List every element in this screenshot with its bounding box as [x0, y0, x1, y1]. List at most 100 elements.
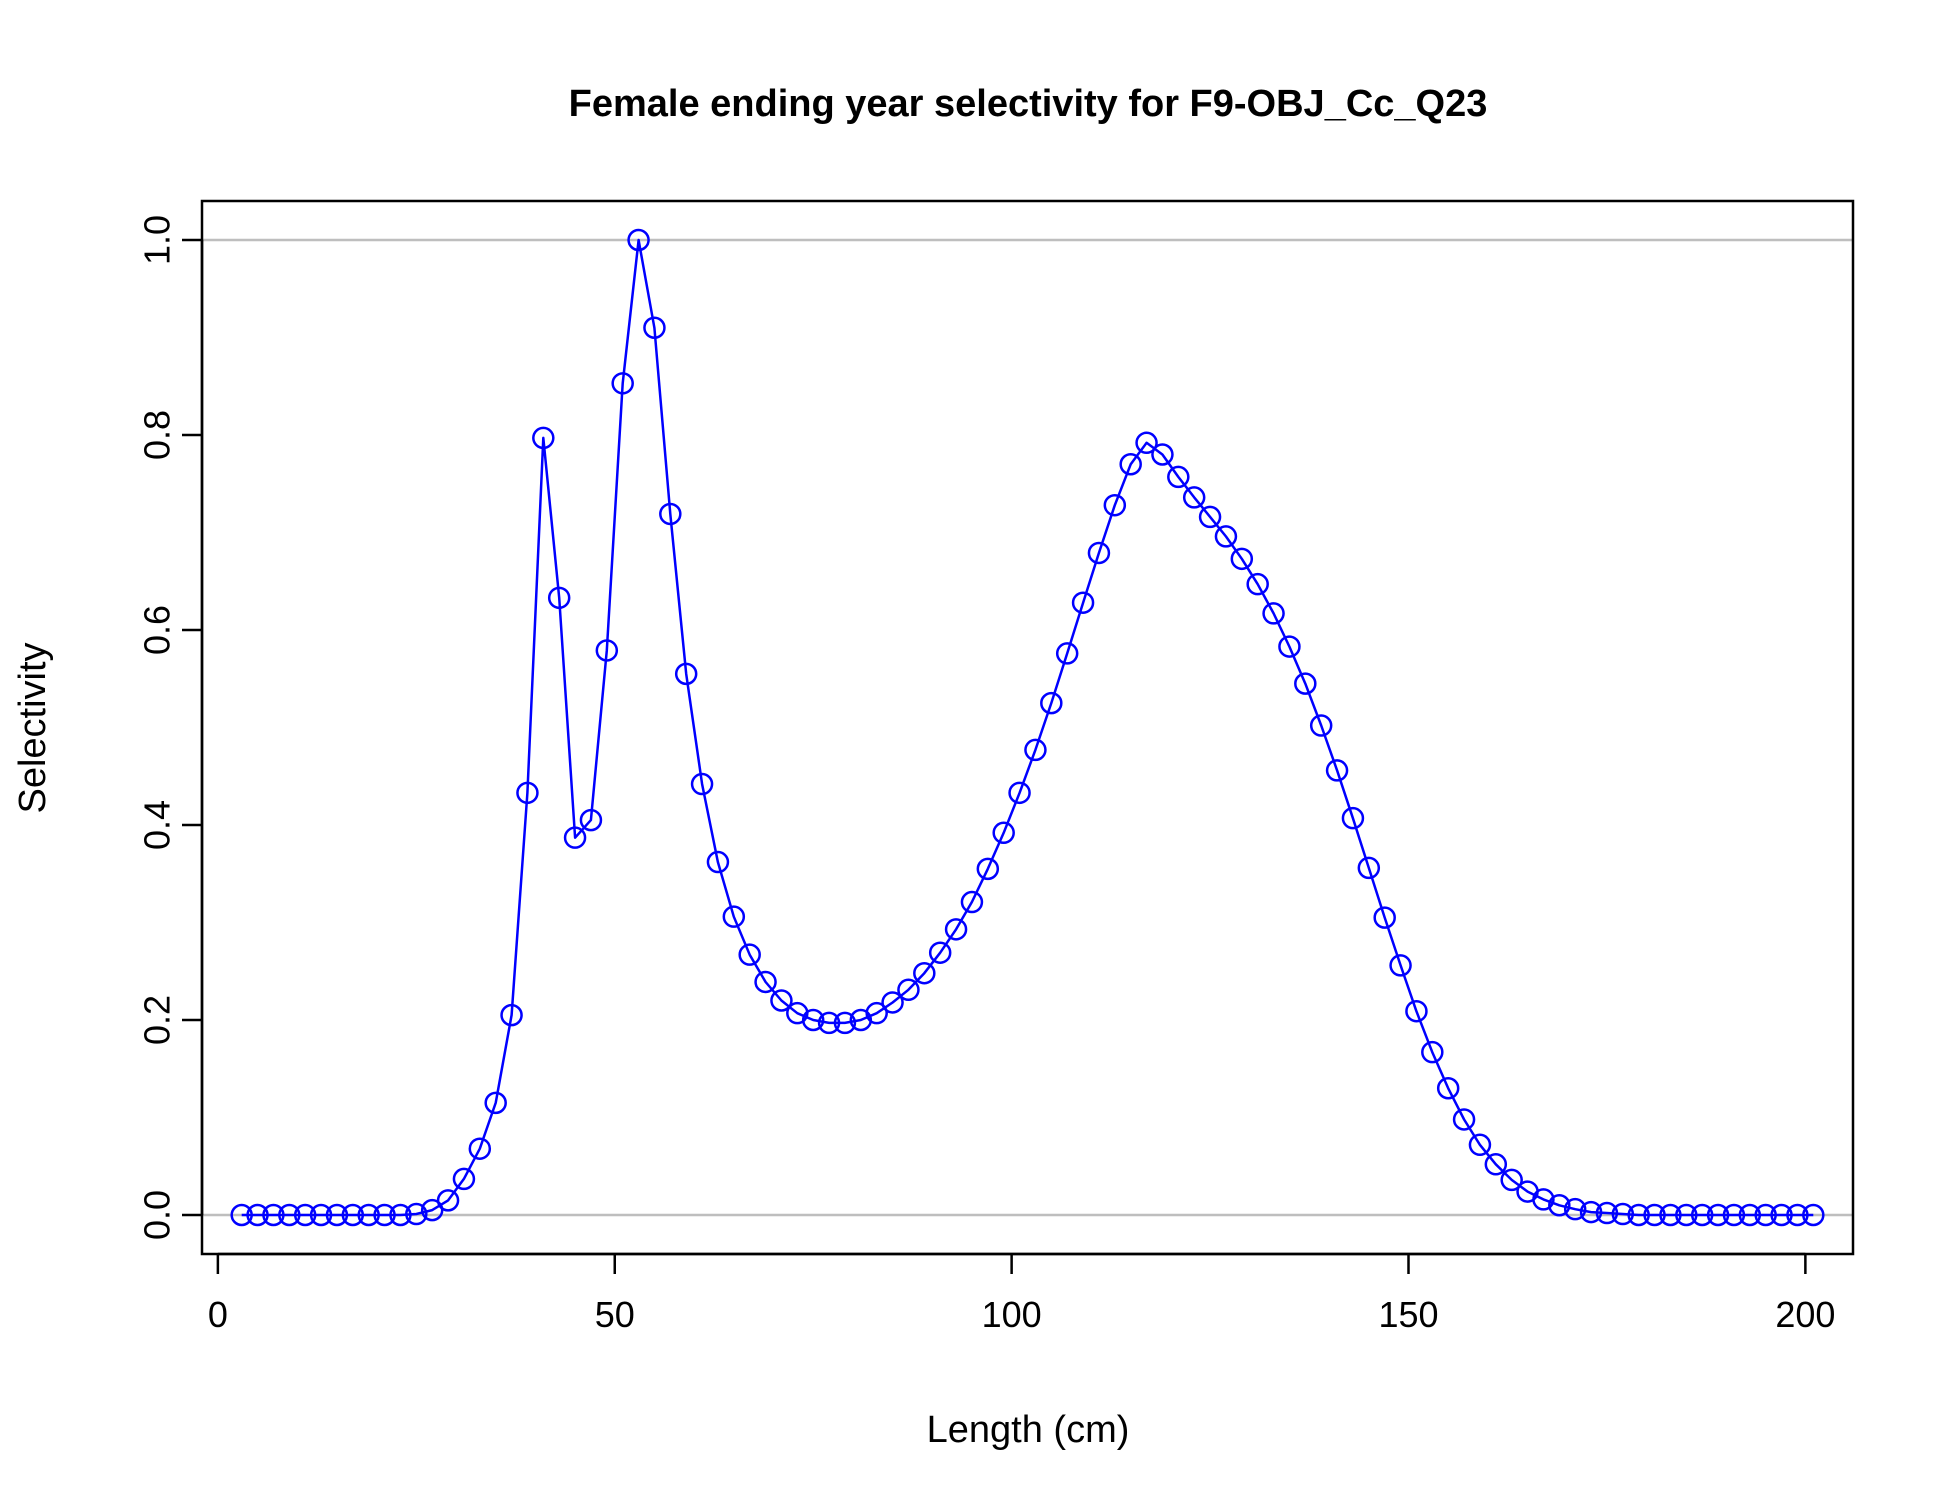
- data-point: [563, 826, 587, 849]
- data-point: [341, 1203, 365, 1227]
- y-tick-label: 0.0: [137, 1190, 178, 1240]
- data-point: [944, 918, 968, 941]
- y-tick-label: 0.8: [137, 410, 178, 460]
- data-point: [405, 1202, 428, 1226]
- data-point: [1119, 453, 1142, 476]
- series-line: [241, 238, 1814, 1217]
- data-point: [579, 808, 603, 832]
- data-point: [262, 1203, 285, 1227]
- data-point: [1595, 1201, 1619, 1225]
- data-point: [817, 1011, 841, 1035]
- data-point: [1643, 1203, 1666, 1227]
- data-point: [674, 662, 698, 686]
- data-point: [801, 1008, 825, 1032]
- data-point: [230, 1203, 253, 1227]
- x-tick-label: 200: [1775, 1294, 1835, 1335]
- data-point: [484, 1091, 507, 1115]
- data-point: [754, 970, 777, 994]
- x-axis: 0 50 100 150 200: [208, 1252, 1835, 1335]
- data-point: [1246, 572, 1269, 596]
- data-point: [1563, 1197, 1587, 1221]
- data-point: [1500, 1168, 1523, 1192]
- data-point: [1627, 1203, 1650, 1227]
- data-point: [659, 502, 682, 526]
- data-point: [595, 639, 619, 662]
- data-point: [770, 989, 793, 1012]
- data-point: [246, 1203, 269, 1227]
- data-point: [373, 1203, 396, 1227]
- data-point: [1135, 431, 1158, 455]
- data-point: [897, 978, 920, 1002]
- data-point: [1262, 602, 1285, 625]
- data-point: [1802, 1203, 1825, 1227]
- data-point: [1278, 635, 1301, 658]
- data-point: [325, 1203, 349, 1227]
- data-point: [1198, 505, 1222, 529]
- data-point: [722, 905, 746, 928]
- data-point: [960, 890, 984, 914]
- data-point: [278, 1203, 301, 1227]
- x-axis-label: Length (cm): [927, 1409, 1130, 1451]
- data-point: [500, 1003, 523, 1027]
- data-point: [1690, 1203, 1714, 1227]
- data-point: [976, 857, 1000, 881]
- data-point: [436, 1189, 460, 1212]
- data-point: [1214, 525, 1238, 548]
- data-point: [1532, 1188, 1555, 1211]
- chart-title: Female ending year selectivity for F9-OB…: [569, 83, 1488, 125]
- data-point: [1167, 465, 1190, 489]
- data-point: [1389, 954, 1412, 977]
- data-point: [1151, 443, 1174, 466]
- y-axis: 0.0 0.2 0.4 0.6 0.8 1.0: [137, 215, 204, 1240]
- data-point: [420, 1198, 444, 1222]
- data-point: [532, 426, 555, 450]
- y-tick-label: 0.6: [137, 605, 178, 655]
- data-point: [1548, 1194, 1571, 1217]
- y-tick-label: 0.2: [137, 995, 178, 1045]
- data-point: [1722, 1203, 1746, 1227]
- data-point: [293, 1203, 317, 1227]
- data-point: [516, 781, 539, 805]
- x-tick-label: 100: [982, 1294, 1042, 1335]
- data-point: [643, 316, 666, 339]
- data-point: [1230, 547, 1254, 571]
- data-point: [865, 1001, 888, 1025]
- data-point: [1008, 781, 1031, 805]
- data-point: [468, 1137, 492, 1160]
- data-point: [1024, 738, 1047, 762]
- data-point: [1071, 591, 1095, 614]
- data-point: [1405, 999, 1428, 1023]
- data-point: [690, 772, 714, 796]
- y-axis-label: Selectivity: [12, 642, 54, 813]
- data-point: [992, 821, 1015, 845]
- data-point: [627, 228, 650, 252]
- data-point: [1659, 1203, 1682, 1227]
- data-point: [611, 372, 634, 395]
- x-tick-label: 150: [1378, 1294, 1438, 1335]
- data-point: [1341, 806, 1365, 830]
- data-point: [928, 941, 952, 964]
- data-point: [1309, 714, 1333, 737]
- data-point: [1325, 759, 1349, 782]
- x-tick-label: 0: [208, 1294, 228, 1335]
- data-point: [1373, 906, 1396, 929]
- data-point: [881, 991, 904, 1014]
- data-point: [1706, 1203, 1730, 1227]
- data-point: [547, 586, 571, 610]
- data-point: [1738, 1203, 1762, 1227]
- data-point: [1087, 541, 1111, 565]
- data-point: [1579, 1200, 1603, 1224]
- data-point: [1103, 493, 1127, 517]
- y-tick-label: 1.0: [137, 215, 178, 265]
- y-tick-label: 0.4: [137, 800, 178, 850]
- data-point: [1055, 642, 1079, 665]
- data-point: [706, 850, 730, 874]
- data-point: [1468, 1133, 1492, 1157]
- data-point: [1421, 1040, 1444, 1064]
- data-point: [1786, 1203, 1809, 1227]
- data-point: [738, 943, 761, 966]
- data-point: [1484, 1153, 1508, 1176]
- data-point: [1040, 691, 1063, 715]
